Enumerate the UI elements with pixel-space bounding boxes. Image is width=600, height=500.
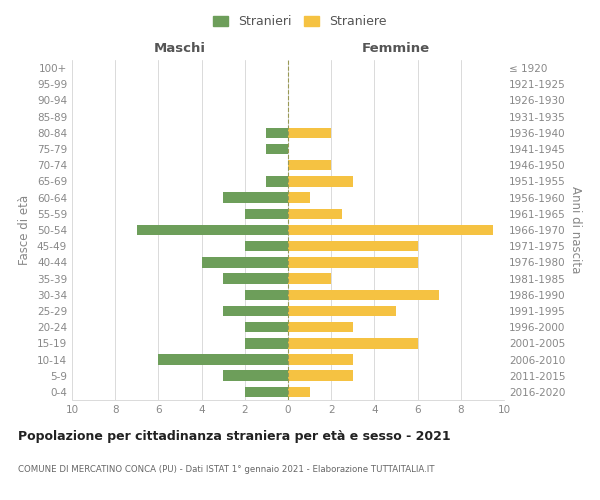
Bar	[245, 241, 288, 252]
Legend: Stranieri, Straniere: Stranieri, Straniere	[209, 11, 391, 32]
Bar	[223, 306, 288, 316]
Bar	[288, 176, 353, 186]
Bar	[288, 208, 342, 219]
Text: Popolazione per cittadinanza straniera per età e sesso - 2021: Popolazione per cittadinanza straniera p…	[18, 430, 451, 443]
Bar	[158, 354, 288, 365]
Bar	[288, 290, 439, 300]
Bar	[288, 257, 418, 268]
Bar	[245, 338, 288, 348]
Bar	[288, 354, 353, 365]
Bar	[266, 144, 288, 154]
Text: COMUNE DI MERCATINO CONCA (PU) - Dati ISTAT 1° gennaio 2021 - Elaborazione TUTTA: COMUNE DI MERCATINO CONCA (PU) - Dati IS…	[18, 465, 434, 474]
Bar	[137, 224, 288, 235]
Bar	[288, 160, 331, 170]
Bar	[288, 128, 331, 138]
Text: Maschi: Maschi	[154, 42, 206, 55]
Bar	[245, 208, 288, 219]
Bar	[288, 241, 418, 252]
Bar	[202, 257, 288, 268]
Y-axis label: Fasce di età: Fasce di età	[19, 195, 31, 265]
Bar	[223, 192, 288, 203]
Bar	[245, 386, 288, 397]
Bar	[288, 338, 418, 348]
Bar	[288, 274, 331, 284]
Bar	[223, 370, 288, 381]
Text: Femmine: Femmine	[362, 42, 430, 55]
Y-axis label: Anni di nascita: Anni di nascita	[569, 186, 582, 274]
Bar	[288, 224, 493, 235]
Bar	[288, 370, 353, 381]
Bar	[223, 274, 288, 284]
Bar	[245, 290, 288, 300]
Bar	[288, 322, 353, 332]
Bar	[245, 322, 288, 332]
Bar	[266, 128, 288, 138]
Bar	[266, 176, 288, 186]
Bar	[288, 386, 310, 397]
Bar	[288, 306, 396, 316]
Bar	[288, 192, 310, 203]
